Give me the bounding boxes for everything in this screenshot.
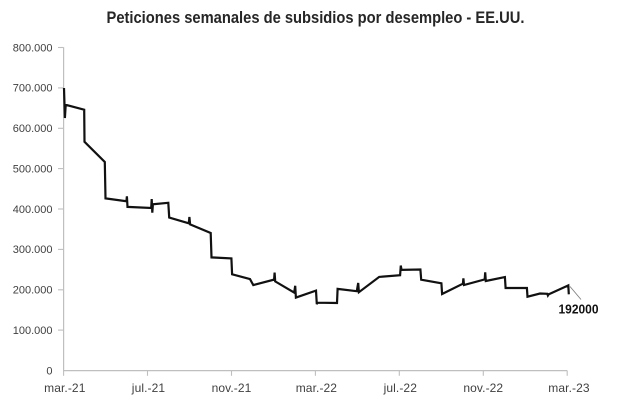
svg-text:400.000: 400.000	[13, 204, 53, 216]
svg-text:200.000: 200.000	[13, 285, 53, 297]
svg-text:700.000: 700.000	[13, 83, 53, 95]
svg-text:800.000: 800.000	[13, 42, 53, 54]
svg-text:nov.-22: nov.-22	[463, 381, 503, 395]
svg-text:0: 0	[46, 365, 52, 377]
svg-text:500.000: 500.000	[13, 163, 53, 175]
svg-text:Peticiones semanales de subsid: Peticiones semanales de subsidios por de…	[107, 8, 525, 27]
svg-text:192000: 192000	[559, 302, 599, 317]
svg-text:mar.-21: mar.-21	[44, 381, 86, 395]
svg-text:300.000: 300.000	[13, 244, 53, 256]
svg-text:jul.-21: jul.-21	[131, 381, 166, 395]
svg-text:jul.-22: jul.-22	[383, 381, 418, 395]
svg-text:mar.-23: mar.-23	[548, 381, 590, 395]
svg-text:600.000: 600.000	[13, 123, 53, 135]
svg-text:100.000: 100.000	[13, 325, 53, 337]
svg-text:nov.-21: nov.-21	[212, 381, 252, 395]
svg-text:mar.-22: mar.-22	[296, 381, 338, 395]
